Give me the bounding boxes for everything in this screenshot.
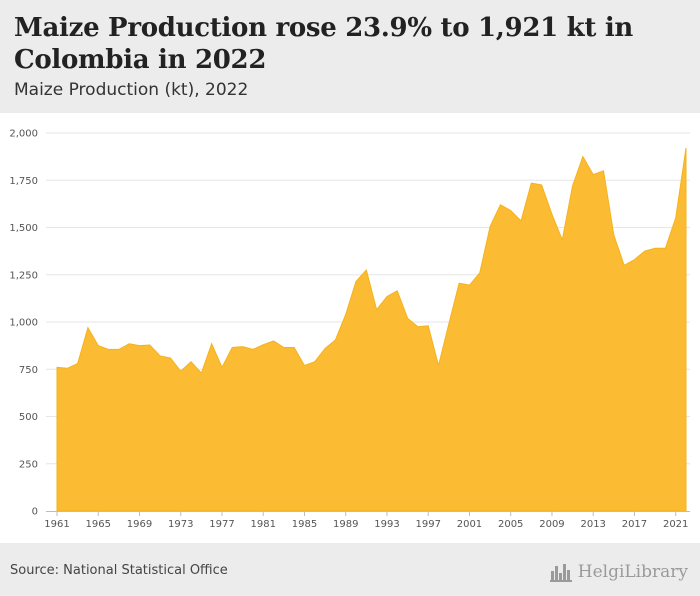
y-tick-label: 1,250 <box>9 270 38 281</box>
brand-name: HelgiLibrary <box>577 562 688 582</box>
source-note: Source: National Statistical Office <box>10 563 228 578</box>
y-tick-label: 0 <box>32 507 38 518</box>
y-tick-label: 1,000 <box>9 318 38 329</box>
chart-footer: Source: National Statistical Office Helg… <box>0 543 700 596</box>
chart-header: Maize Production rose 23.9% to 1,921 kt … <box>0 0 700 113</box>
x-tick-label: 2001 <box>457 519 482 530</box>
y-tick-label: 750 <box>19 365 38 376</box>
x-tick-label: 1985 <box>292 519 317 530</box>
y-tick-label: 250 <box>19 459 38 470</box>
chart-title: Maize Production rose 23.9% to 1,921 kt … <box>14 13 634 75</box>
area-fill <box>56 147 687 512</box>
x-axis: 1961 1965 1969 1973 1977 1981 1985 1989 1993 1997… <box>44 511 690 530</box>
x-tick-label: 2021 <box>663 519 688 530</box>
chart-subtitle: Maize Production (kt), 2022 <box>14 80 249 100</box>
area-series <box>56 147 687 512</box>
x-tick-label: 1961 <box>44 519 69 530</box>
x-tick-label: 1981 <box>251 519 276 530</box>
x-tick-label: 1973 <box>168 519 193 530</box>
y-tick-label: 1,500 <box>9 223 38 234</box>
x-tick-label: 2005 <box>498 519 523 530</box>
x-tick-label: 1993 <box>374 519 399 530</box>
y-tick-label: 2,000 <box>9 129 38 140</box>
y-axis: 0 250 500 750 1,000 1,250 1,500 1,750 2,000 <box>9 129 38 518</box>
y-tick-label: 1,750 <box>9 176 38 187</box>
x-tick-label: 1969 <box>127 519 152 530</box>
city-skyline-icon <box>549 564 572 582</box>
y-tick-label: 500 <box>19 412 38 423</box>
x-tick-label: 1997 <box>415 519 440 530</box>
x-tick-label: 1977 <box>209 519 234 530</box>
x-tick-label: 1989 <box>333 519 358 530</box>
area-chart: 0 250 500 750 1,000 1,250 1,500 1,750 2,000 1961… <box>9 129 690 530</box>
x-tick-label: 1965 <box>86 519 111 530</box>
x-tick-label: 2009 <box>539 519 564 530</box>
x-tick-label: 2017 <box>622 519 647 530</box>
brand-logo: HelgiLibrary <box>549 561 688 583</box>
x-tick-label: 2013 <box>580 519 605 530</box>
